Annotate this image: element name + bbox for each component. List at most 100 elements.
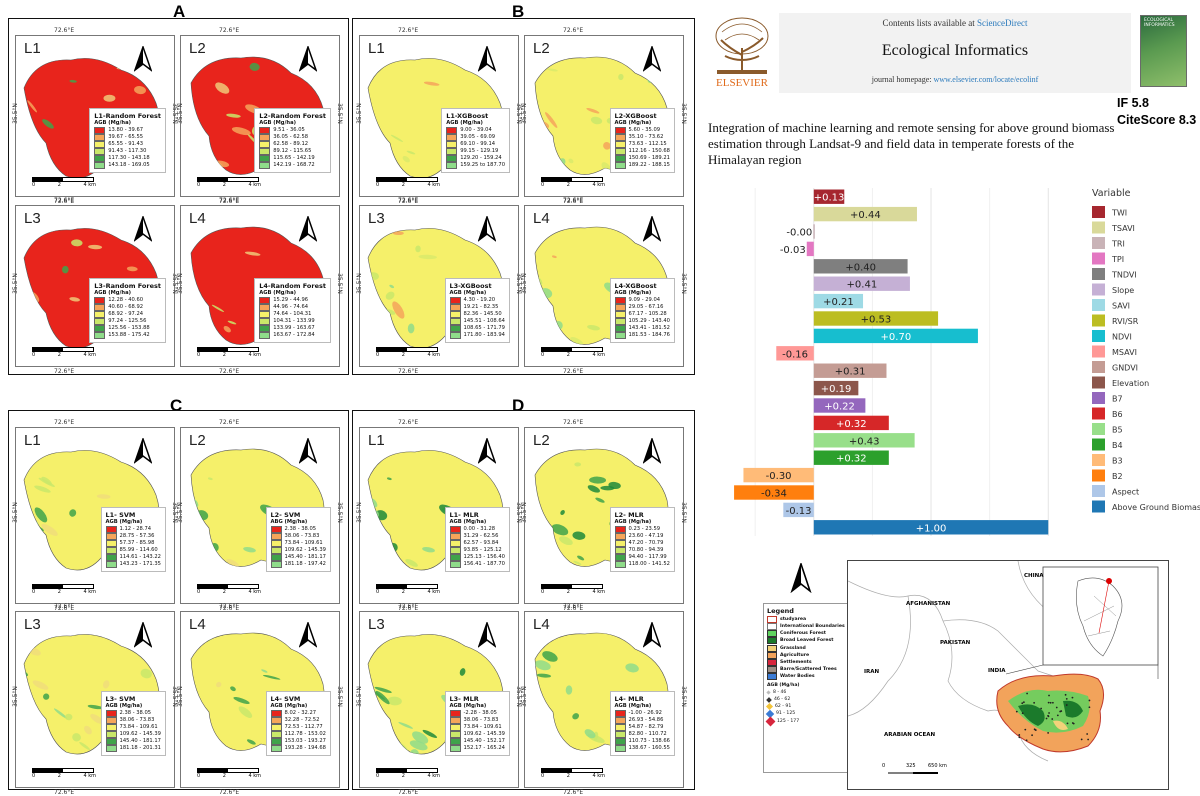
legend-class-label: 4.30 - 19.20 [464, 297, 496, 304]
scale-tick: 0 [32, 182, 35, 188]
legend-unit: ABG (Mg/ha) [271, 519, 326, 526]
coord-top: 72.6°E [54, 419, 74, 426]
legend-class-label: 23.60 - 47.19 [629, 533, 664, 540]
scale-tick: 4 km [248, 182, 261, 188]
legend-entry: B3 [1112, 457, 1123, 466]
legend-swatch [1092, 423, 1105, 435]
north-arrow-icon [134, 46, 152, 76]
coord-top: 72.6°E [219, 419, 239, 426]
location-legend-label: Barre/Scattered Trees [780, 666, 837, 673]
coord-top: 72.6°E [219, 603, 239, 610]
legend-class-row: 125.56 - 153.88 [94, 325, 161, 332]
bar-label-elevation: +0.19 [821, 384, 852, 395]
bar-label-b5: +0.43 [849, 436, 880, 447]
sciencedirect-link[interactable]: ScienceDirect [977, 18, 1027, 28]
location-legend-swatch [767, 673, 777, 680]
legend-class-label: 145.40 - 181.17 [120, 738, 161, 745]
legend-entry: GNDVI [1112, 364, 1138, 373]
legend-swatch [94, 311, 105, 318]
legend-class-label: 73.63 - 112.15 [629, 141, 667, 148]
legend-class-label: 97.24 - 125.56 [108, 318, 146, 325]
legend-swatch [1092, 330, 1105, 342]
homepage-link[interactable]: www.elsevier.com/locate/ecolinf [933, 75, 1038, 84]
legend-class-label: 112.78 - 153.02 [285, 731, 326, 738]
legend-entry: Elevation [1112, 379, 1149, 388]
coord-top: 72.6°E [563, 197, 583, 204]
legend-swatch [615, 526, 626, 533]
legend-class-row: 109.62 - 145.39 [450, 731, 505, 738]
location-legend-item: Agriculture [767, 652, 851, 659]
scale-tick: 4 km [83, 589, 96, 595]
legend-class-label: 181.18 - 197.42 [285, 561, 326, 568]
coord-top: 72.6°E [54, 197, 74, 204]
north-arrow-icon [134, 216, 152, 246]
legend-swatch [450, 710, 461, 717]
legend-swatch [615, 561, 626, 568]
legend-swatch [615, 710, 626, 717]
coord-right: 35.5°N [680, 273, 687, 294]
legend-class-row: 99.15 - 129.19 [446, 148, 505, 155]
legend-class-row: 57.37 - 85.98 [106, 540, 161, 547]
scale-tick: 0 [376, 352, 379, 358]
legend-swatch [1092, 439, 1105, 451]
legend-title: L2- MLR [615, 511, 670, 519]
legend-swatch [1092, 299, 1105, 311]
scale-tick: 4 km [427, 352, 440, 358]
legend-class-label: 0.23 - 23.59 [629, 526, 661, 533]
legend-swatch [94, 141, 105, 148]
legend-swatch [271, 745, 282, 752]
legend-class-row: 47.20 - 70.79 [615, 540, 670, 547]
legend-class-row: 1.12 - 28.74 [106, 526, 161, 533]
scale-tick: 2 [567, 773, 570, 779]
scale-tick: 2 [223, 352, 226, 358]
agb-legend-label: 125 - 177 [777, 718, 799, 725]
legend-class-row: 156.41 - 187.70 [450, 561, 505, 568]
legend-class-label: 153.03 - 193.27 [285, 738, 326, 745]
legend-class-row: 145.40 - 181.17 [271, 554, 326, 561]
legend-swatch [615, 738, 626, 745]
legend-class-label: 109.62 - 145.39 [285, 547, 326, 554]
legend-class-row: 38.06 - 73.83 [106, 717, 161, 724]
agb-legend-label: 62 - 91 [775, 703, 791, 710]
legend-swatch [1092, 408, 1105, 420]
legend-entry: RVI/SR [1112, 317, 1139, 326]
legend-swatch [446, 155, 457, 162]
legend-class-row: 0.00 - 31.28 [450, 526, 505, 533]
legend-class-row: 39.67 - 65.55 [94, 134, 161, 141]
legend-class-label: 32.28 - 72.52 [285, 717, 320, 724]
legend-swatch [259, 311, 270, 318]
scale-tick: 0 [541, 773, 544, 779]
legend-class-row: 73.84 - 109.61 [106, 724, 161, 731]
scale-tick: 0 [541, 589, 544, 595]
legend-swatch [259, 162, 270, 169]
legend-swatch [1092, 392, 1105, 404]
legend-class-row: 163.67 - 172.84 [259, 332, 326, 339]
coord-top: 72.6°E [398, 27, 418, 34]
legend-class-row: 5.60 - 35.09 [615, 127, 670, 134]
legend-class-label: 138.67 - 160.55 [629, 745, 670, 752]
coord-top: 72.6°E [219, 197, 239, 204]
legend-class-row: 38.06 - 73.83 [271, 533, 326, 540]
legend-class-label: 125.56 - 153.88 [108, 325, 149, 332]
legend-class-label: 31.29 - 62.56 [464, 533, 499, 540]
legend-class-row: 145.40 - 181.17 [106, 738, 161, 745]
bar-label-aspect: -0.13 [786, 506, 812, 517]
location-legend-label: Coniferous Forest [780, 630, 826, 637]
coord-right: 35.5°N [336, 103, 343, 124]
location-legend-item: Water Bodies [767, 673, 851, 680]
legend-class-label: 91.43 - 117.30 [108, 148, 146, 155]
location-legend-swatch [767, 645, 777, 652]
legend-swatch [106, 710, 117, 717]
legend-class-row: 94.40 - 117.99 [615, 554, 670, 561]
legend-title: L2- SVM [271, 511, 326, 519]
legend-title: L2-Random Forest [259, 112, 326, 120]
